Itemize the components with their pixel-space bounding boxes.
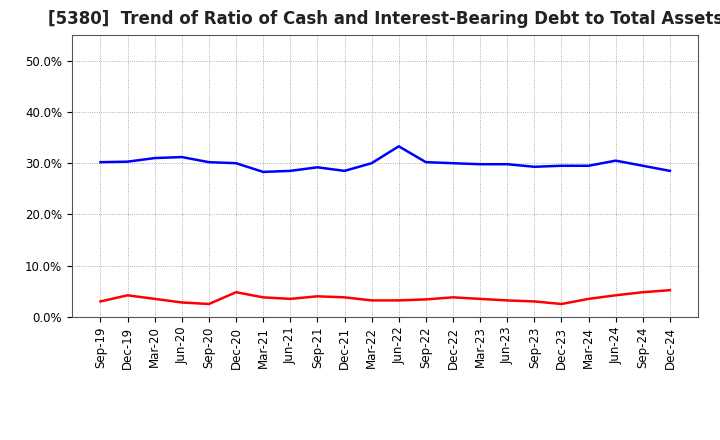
Cash — [150, 296, 159, 301]
Cash — [178, 300, 186, 305]
Interest-Bearing Debt — [232, 161, 240, 166]
Interest-Bearing Debt — [259, 169, 268, 175]
Interest-Bearing Debt — [639, 163, 647, 169]
Interest-Bearing Debt — [96, 160, 105, 165]
Cash — [665, 287, 674, 293]
Title: [5380]  Trend of Ratio of Cash and Interest-Bearing Debt to Total Assets: [5380] Trend of Ratio of Cash and Intere… — [48, 10, 720, 28]
Interest-Bearing Debt — [503, 161, 511, 167]
Cash — [123, 293, 132, 298]
Interest-Bearing Debt — [395, 144, 403, 149]
Cash — [584, 296, 593, 301]
Cash — [611, 293, 620, 298]
Cash — [259, 295, 268, 300]
Interest-Bearing Debt — [665, 168, 674, 173]
Cash — [286, 296, 294, 301]
Cash — [449, 295, 457, 300]
Interest-Bearing Debt — [341, 168, 349, 173]
Interest-Bearing Debt — [584, 163, 593, 169]
Cash — [96, 299, 105, 304]
Interest-Bearing Debt — [123, 159, 132, 164]
Interest-Bearing Debt — [476, 161, 485, 167]
Line: Interest-Bearing Debt: Interest-Bearing Debt — [101, 147, 670, 172]
Interest-Bearing Debt — [286, 168, 294, 173]
Interest-Bearing Debt — [611, 158, 620, 163]
Interest-Bearing Debt — [367, 161, 376, 166]
Cash — [232, 290, 240, 295]
Cash — [476, 296, 485, 301]
Cash — [421, 297, 430, 302]
Cash — [530, 299, 539, 304]
Cash — [367, 298, 376, 303]
Interest-Bearing Debt — [178, 154, 186, 160]
Cash — [313, 293, 322, 299]
Interest-Bearing Debt — [313, 165, 322, 170]
Interest-Bearing Debt — [530, 164, 539, 169]
Line: Cash: Cash — [101, 290, 670, 304]
Interest-Bearing Debt — [150, 155, 159, 161]
Cash — [639, 290, 647, 295]
Cash — [503, 298, 511, 303]
Cash — [395, 298, 403, 303]
Cash — [204, 301, 213, 307]
Interest-Bearing Debt — [204, 160, 213, 165]
Interest-Bearing Debt — [421, 160, 430, 165]
Cash — [557, 301, 566, 307]
Cash — [341, 295, 349, 300]
Interest-Bearing Debt — [449, 161, 457, 166]
Interest-Bearing Debt — [557, 163, 566, 169]
